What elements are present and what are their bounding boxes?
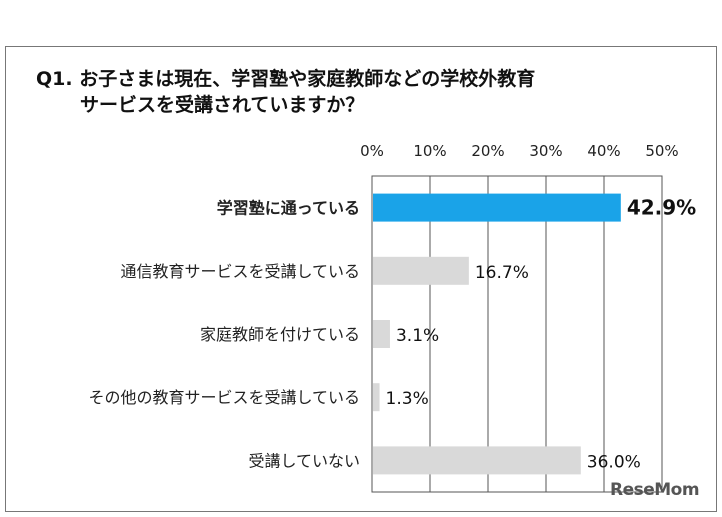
bar	[373, 193, 621, 222]
bar	[373, 446, 581, 475]
x-tick-label: 40%	[587, 142, 620, 160]
resemom-logo: ReseMom	[610, 480, 700, 500]
x-tick-label: 20%	[471, 142, 504, 160]
bar	[373, 383, 380, 412]
plot-area-border	[371, 175, 663, 493]
category-label: 学習塾に通っている	[217, 199, 360, 218]
question-line-2: サービスを受講されていますか？	[80, 94, 365, 116]
x-tick-label: 30%	[529, 142, 562, 160]
bar	[373, 256, 469, 285]
data-label: 42.9%	[627, 196, 696, 220]
category-label: 受講していない	[248, 451, 360, 470]
x-tick-label: 50%	[645, 142, 678, 160]
x-tick-label: 0%	[360, 142, 384, 160]
question-title: Q1. お子さまは現在、学習塾や家庭教師などの学校外教育 サービスを受講されてい…	[36, 66, 535, 118]
question-line-1: Q1. お子さまは現在、学習塾や家庭教師などの学校外教育	[36, 68, 536, 90]
category-label: 家庭教師を付けている	[200, 325, 360, 344]
category-label: その他の教育サービスを受講している	[88, 388, 360, 407]
data-label: 1.3%	[386, 389, 429, 409]
data-label: 36.0%	[587, 452, 641, 472]
x-tick-label: 10%	[413, 142, 446, 160]
category-label: 通信教育サービスを受講している	[120, 262, 360, 281]
bar	[373, 320, 390, 348]
chart-frame	[5, 46, 717, 512]
data-label: 16.7%	[475, 263, 529, 283]
data-label: 3.1%	[396, 326, 439, 346]
